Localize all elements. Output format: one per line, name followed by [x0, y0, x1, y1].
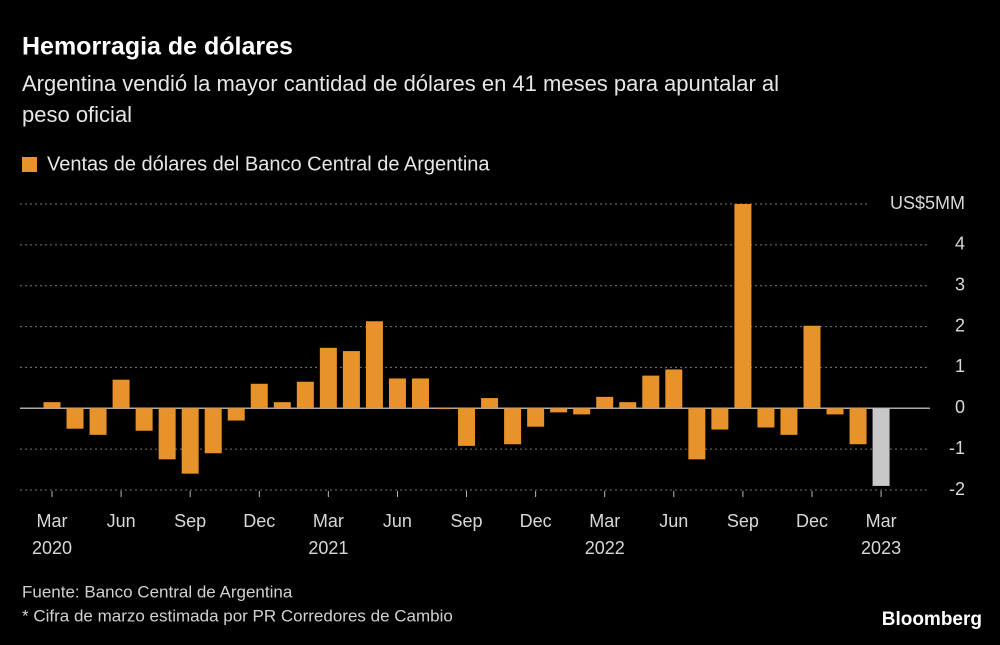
x-year-label: 2021: [308, 538, 348, 558]
bar: [573, 408, 591, 415]
bar: [481, 398, 499, 409]
bar: [619, 402, 637, 409]
footnote: * Cifra de marzo estimada por PR Corredo…: [22, 606, 453, 625]
bar: [66, 408, 84, 429]
legend-label: Ventas de dólares del Banco Central de A…: [47, 153, 490, 175]
bar: [319, 347, 337, 409]
x-tick-label: Sep: [727, 511, 759, 531]
y-tick-label: US$5MM: [890, 193, 965, 213]
subtitle: Argentina vendió la mayor cantidad de dó…: [22, 71, 779, 96]
bar: [711, 408, 729, 430]
x-tick-label: Dec: [243, 511, 275, 531]
bar: [158, 408, 176, 460]
bar: [872, 408, 890, 486]
bar: [826, 408, 844, 415]
bar: [227, 408, 245, 421]
bar: [688, 408, 706, 460]
bar: [435, 408, 453, 410]
bar: [527, 408, 545, 427]
bar: [342, 351, 360, 409]
bar: [296, 381, 314, 409]
bar: [135, 408, 153, 431]
x-tick-label: Jun: [659, 511, 688, 531]
x-tick-label: Mar: [37, 511, 68, 531]
bar: [365, 321, 383, 409]
x-tick-label: Mar: [866, 511, 897, 531]
bar: [411, 378, 429, 409]
subtitle: peso oficial: [22, 102, 132, 127]
bar: [504, 408, 522, 445]
bar: [780, 408, 798, 435]
bar: [757, 408, 775, 428]
y-tick-label: -2: [949, 479, 965, 499]
bar: [596, 396, 614, 409]
x-tick-label: Jun: [107, 511, 136, 531]
bar: [642, 375, 660, 409]
x-tick-label: Sep: [451, 511, 483, 531]
chart-title: Hemorragia de dólares: [22, 33, 293, 61]
bar: [112, 379, 130, 409]
bar: [458, 408, 476, 446]
legend-swatch: [22, 157, 37, 172]
bar: [204, 408, 222, 454]
x-tick-label: Mar: [313, 511, 344, 531]
bar: [550, 408, 568, 413]
bar: [665, 369, 683, 409]
bar: [803, 325, 821, 409]
bar: [388, 378, 406, 409]
y-tick-label: 1: [955, 356, 965, 376]
footnote: Fuente: Banco Central de Argentina: [22, 582, 293, 601]
x-tick-label: Sep: [174, 511, 206, 531]
bar: [273, 402, 291, 409]
bar: [181, 408, 199, 474]
x-tick-label: Mar: [589, 511, 620, 531]
bar: [734, 204, 752, 409]
x-tick-label: Dec: [796, 511, 828, 531]
x-tick-label: Dec: [520, 511, 552, 531]
x-year-label: 2022: [585, 538, 625, 558]
bar: [849, 408, 867, 445]
bar: [250, 383, 268, 409]
y-tick-label: 2: [955, 315, 965, 335]
x-tick-label: Jun: [383, 511, 412, 531]
bar: [43, 402, 61, 409]
brand: Bloomberg: [882, 609, 982, 630]
y-tick-label: 3: [955, 274, 965, 294]
y-tick-label: -1: [949, 438, 965, 458]
bar: [89, 408, 107, 435]
x-year-label: 2020: [32, 538, 72, 558]
y-tick-label: 4: [955, 234, 965, 254]
x-year-label: 2023: [861, 538, 901, 558]
y-tick-label: 0: [955, 397, 965, 417]
